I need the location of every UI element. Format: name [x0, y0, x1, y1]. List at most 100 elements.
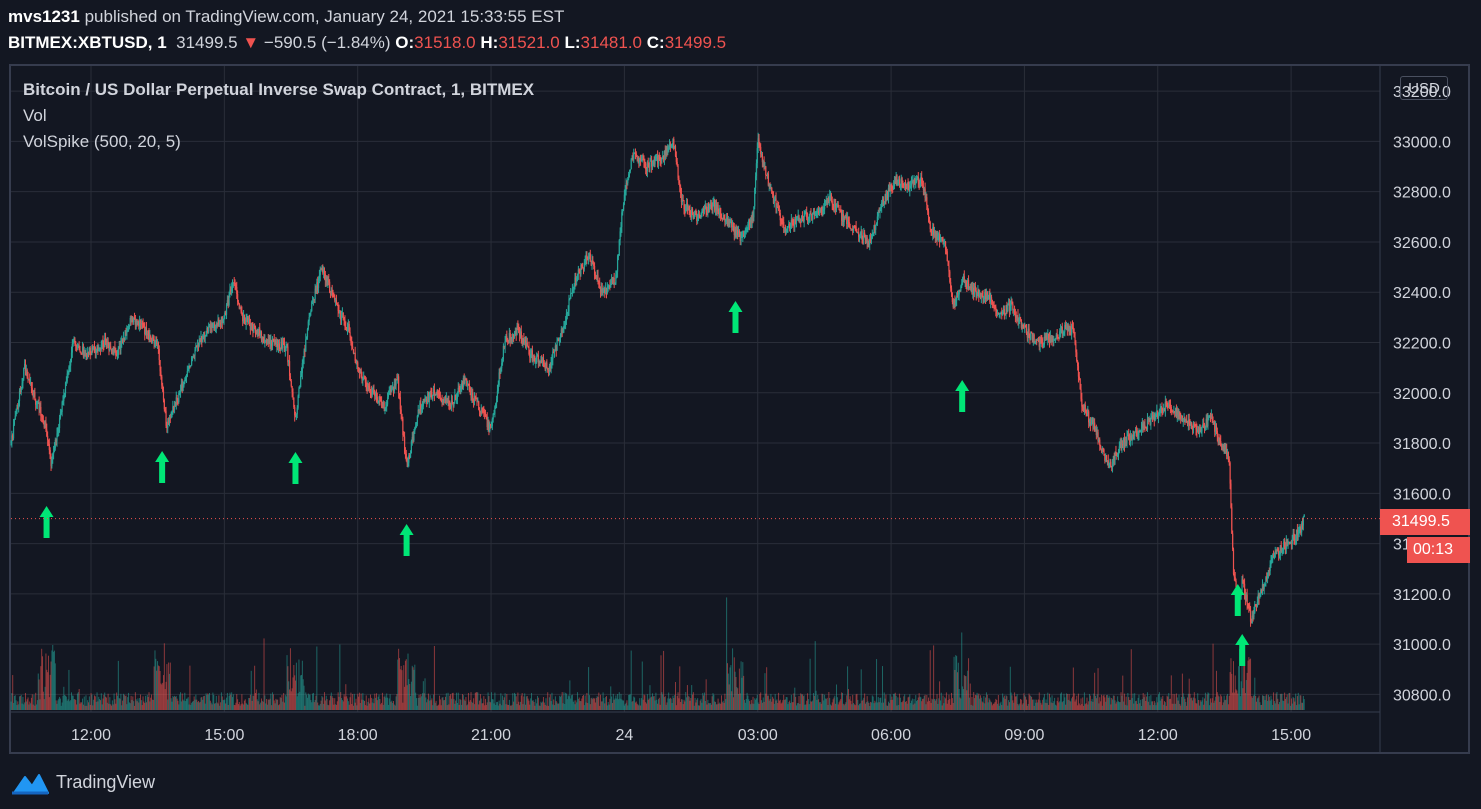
volume-bar	[24, 692, 26, 710]
volume-bar	[386, 693, 388, 710]
candle-body	[58, 418, 61, 429]
volume-bar	[404, 686, 406, 710]
candle-body	[841, 210, 843, 221]
candle-body	[639, 158, 642, 161]
candle-body	[594, 275, 597, 278]
candle-body	[179, 391, 181, 393]
volume-bar	[1233, 692, 1235, 710]
candle-body	[964, 281, 966, 283]
candle-body	[1232, 549, 1235, 575]
volume-bar	[380, 704, 382, 710]
candle-body	[70, 359, 72, 366]
candle-body	[877, 211, 879, 217]
volume-bar	[684, 701, 686, 710]
volume-bar	[410, 696, 412, 710]
volume-bar	[1070, 701, 1072, 710]
volume-bar	[755, 699, 757, 710]
candle-body	[368, 385, 370, 387]
volume-bar	[115, 703, 117, 710]
candle-body	[691, 208, 693, 218]
candle-body	[643, 159, 645, 162]
symbol-label[interactable]: BITMEX:XBTUSD, 1	[8, 33, 167, 52]
candle-body	[972, 287, 974, 294]
volume-bar	[1254, 677, 1256, 710]
volume-bar	[14, 695, 16, 710]
candle-body	[163, 400, 165, 410]
volume-bar	[1100, 694, 1102, 710]
candle-body	[790, 220, 792, 227]
candle-body	[714, 200, 716, 211]
candle-body	[698, 214, 700, 216]
candle-body	[50, 458, 52, 467]
author-name[interactable]: mvs1231	[8, 7, 80, 26]
volume-bar	[276, 699, 278, 710]
volume-bar	[626, 700, 628, 710]
volume-bar	[574, 704, 576, 710]
volume-bar	[82, 704, 84, 710]
candle-body	[1123, 438, 1125, 445]
candle-body	[375, 393, 377, 397]
candle-body	[1197, 430, 1200, 434]
candle-body	[224, 312, 226, 316]
candle-body	[343, 317, 345, 320]
candle-body	[1140, 431, 1142, 433]
volume-bar	[687, 695, 689, 710]
volume-bar	[1106, 695, 1108, 710]
volume-bar	[1124, 704, 1126, 710]
volume-bar	[582, 695, 584, 710]
volume-bar	[830, 705, 832, 710]
candle-body	[177, 398, 179, 402]
candle-body	[778, 210, 781, 214]
candle-body	[992, 303, 994, 306]
volume-bar	[823, 700, 825, 710]
candle-body	[1096, 432, 1098, 436]
volume-bar	[37, 673, 39, 710]
open-label: O:	[395, 33, 415, 52]
volume-bar	[466, 705, 468, 710]
volume-bar	[465, 697, 467, 710]
candle-body	[344, 319, 346, 327]
candle-body	[444, 398, 446, 401]
volume-bar	[607, 701, 609, 710]
candle-body	[118, 345, 120, 349]
volume-bar	[112, 704, 114, 710]
candle-body	[1033, 334, 1035, 343]
volspike-indicator-label[interactable]: VolSpike (500, 20, 5)	[23, 132, 181, 151]
volume-bar	[232, 694, 234, 710]
volume-bar	[1251, 697, 1253, 710]
candle-body	[480, 409, 482, 414]
volume-bar	[125, 695, 127, 710]
candle-body	[1052, 339, 1054, 341]
volume-bar	[845, 702, 847, 710]
candle-body	[410, 441, 413, 454]
candle-body	[910, 185, 912, 188]
candle-body	[325, 276, 327, 281]
candle-body	[256, 329, 258, 335]
candle-body	[472, 392, 474, 401]
candle-body	[144, 326, 146, 335]
volume-bar	[481, 703, 483, 710]
volspike-arrows	[39, 301, 1250, 666]
vol-indicator-label[interactable]: Vol	[23, 106, 47, 125]
volume-bar	[690, 698, 692, 710]
volume-bar	[52, 644, 54, 710]
candle-body	[1231, 507, 1233, 534]
currency-button[interactable]: USD	[1400, 76, 1448, 100]
candle-body	[754, 176, 757, 188]
volume-bar	[1014, 692, 1016, 710]
volume-bar	[446, 705, 448, 710]
volume-bar	[30, 703, 32, 710]
candle-body	[925, 197, 927, 199]
candle-body	[413, 431, 415, 441]
volume-bar	[693, 705, 695, 710]
candle-body	[987, 294, 989, 300]
volume-bar	[1146, 696, 1148, 710]
volume-bar	[440, 705, 442, 710]
candle-body	[1008, 303, 1011, 311]
candle-body	[57, 431, 59, 434]
candle-body	[692, 214, 694, 219]
volume-bar	[1190, 698, 1192, 710]
volume-bar	[794, 687, 796, 710]
tradingview-logo[interactable]: TradingView	[10, 768, 155, 796]
